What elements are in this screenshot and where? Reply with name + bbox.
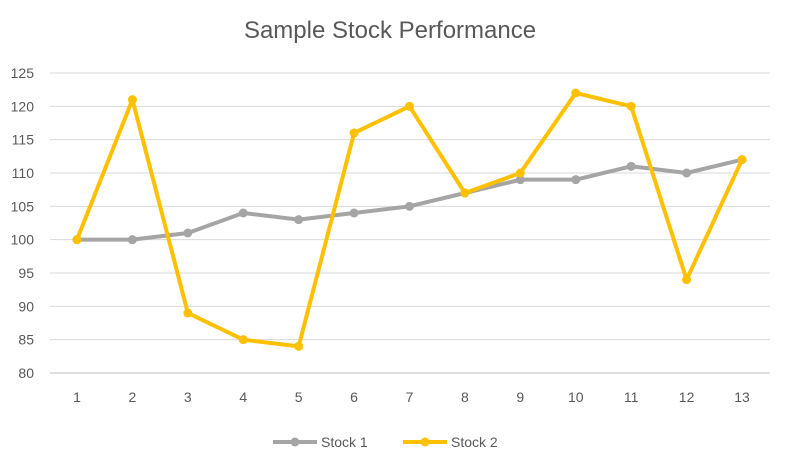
y-tick-label: 125: [11, 65, 35, 81]
y-tick-label: 120: [11, 98, 35, 114]
legend-label: Stock 1: [321, 434, 368, 450]
series-line: [77, 157, 743, 242]
data-point: [294, 341, 304, 351]
data-point: [515, 175, 525, 185]
series-2: [72, 88, 747, 351]
data-point: [349, 208, 359, 218]
x-tick-label: 10: [568, 389, 584, 405]
legend-item-1: Stock 1: [273, 434, 368, 450]
x-tick-label: 6: [350, 389, 358, 405]
y-tick-label: 85: [18, 332, 34, 348]
data-point: [127, 235, 137, 245]
data-point: [571, 88, 581, 98]
x-tick-label: 4: [239, 389, 247, 405]
series-line: [75, 91, 744, 349]
y-tick-label: 90: [18, 298, 34, 314]
data-point: [460, 188, 470, 198]
data-point: [183, 308, 193, 318]
data-point: [238, 335, 248, 345]
chart-title: Sample Stock Performance: [244, 17, 536, 44]
data-point: [515, 168, 525, 178]
x-axis: 1 2 3 4 5 6 7 8 9 10 11 12 13: [73, 389, 750, 405]
x-tick-label: 8: [461, 389, 469, 405]
data-point: [626, 101, 636, 111]
legend-item-2: Stock 2: [403, 434, 498, 450]
legend-marker-icon: [420, 437, 430, 447]
x-tick-label: 5: [295, 389, 303, 405]
data-point: [405, 201, 414, 211]
legend: Stock 1 Stock 2: [273, 434, 498, 450]
x-tick-label: 1: [73, 389, 81, 405]
x-tick-label: 7: [406, 389, 414, 405]
y-tick-label: 110: [12, 165, 35, 181]
x-tick-label: 9: [516, 389, 524, 405]
data-point: [571, 175, 581, 185]
y-tick-label: 100: [11, 232, 35, 248]
data-point: [238, 208, 248, 218]
data-point: [626, 161, 636, 171]
gridlines: [50, 72, 770, 374]
y-tick-label: 105: [11, 198, 35, 214]
legend-marker-icon: [290, 437, 300, 447]
x-tick-label: 13: [734, 389, 750, 405]
series-group: [72, 88, 747, 351]
legend-label: Stock 2: [451, 434, 498, 450]
data-point: [737, 155, 747, 165]
x-tick-label: 3: [184, 389, 192, 405]
data-point: [127, 95, 137, 105]
data-point: [294, 215, 304, 225]
y-axis: 80 85 90 95 100 105 110 115 120 125: [11, 65, 35, 381]
data-point: [682, 275, 692, 285]
x-tick-label: 12: [679, 389, 695, 405]
data-point: [349, 128, 359, 138]
y-tick-label: 80: [18, 365, 34, 381]
data-point: [682, 168, 692, 178]
series-1: [72, 155, 747, 245]
x-tick-label: 2: [129, 389, 137, 405]
x-tick-label: 11: [624, 389, 639, 405]
y-tick-label: 95: [18, 265, 34, 281]
data-point: [405, 101, 414, 111]
data-point: [183, 228, 193, 238]
y-tick-label: 115: [12, 132, 35, 148]
data-point: [72, 235, 82, 245]
